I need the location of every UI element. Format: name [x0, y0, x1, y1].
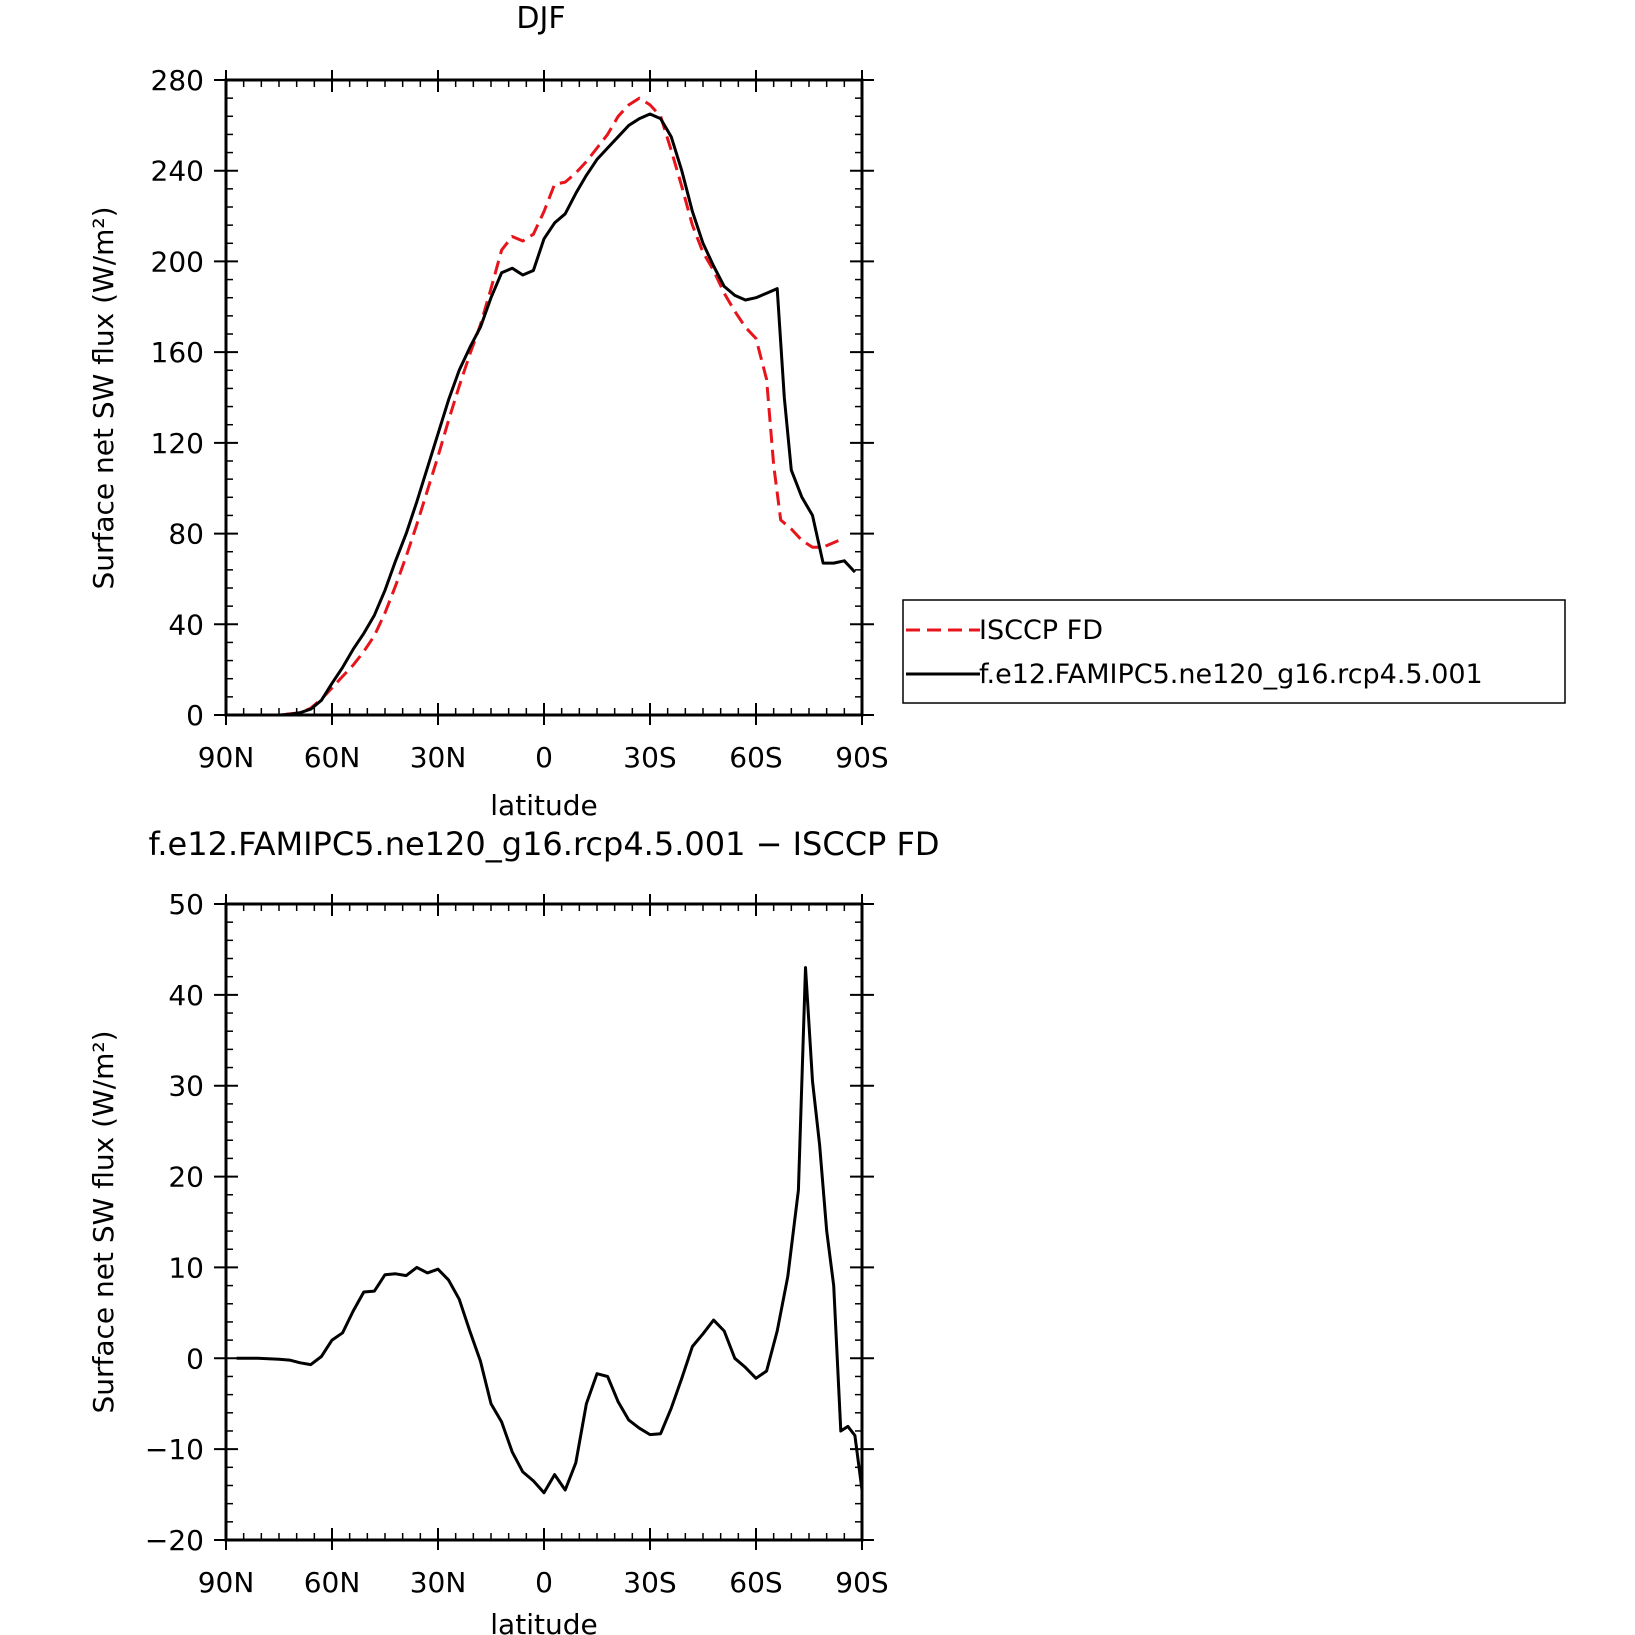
flux-x-axis-label: latitude: [490, 789, 597, 822]
flux-series-line-1: [264, 112, 856, 717]
flux-x-tick-label: 30N: [410, 741, 467, 774]
difference-x-axis-label: latitude: [490, 1608, 597, 1635]
flux-x-tick-label: 60S: [729, 741, 782, 774]
difference-x-tick-label: 30S: [623, 1566, 676, 1599]
difference-x-tick-label: 0: [535, 1566, 553, 1599]
flux-x-tick-label: 90N: [198, 741, 255, 774]
difference-x-tick-label: 60N: [304, 1566, 361, 1599]
flux-y-tick-label: 200: [151, 245, 204, 278]
difference-y-tick-label: 10: [168, 1251, 204, 1284]
flux-y-tick-label: 0: [186, 699, 204, 732]
flux-x-tick-label: 30S: [623, 741, 676, 774]
flux-y-tick-label: 120: [151, 427, 204, 460]
legend-box: [902, 599, 1566, 704]
legend: ISCCP FD f.e12.FAMIPC5.ne120_g16.rcp4.5.…: [902, 599, 1566, 704]
difference-y-tick-label: 0: [186, 1342, 204, 1375]
flux-y-axis-label: Surface net SW flux (W/m²): [87, 206, 120, 589]
legend-label-model: f.e12.FAMIPC5.ne120_g16.rcp4.5.001: [979, 659, 1483, 690]
difference-panel-title: f.e12.FAMIPC5.ne120_g16.rcp4.5.001 − ISC…: [148, 825, 939, 863]
flux-x-tick-label: 60N: [304, 741, 361, 774]
flux-x-tick-label: 90S: [835, 741, 888, 774]
difference-y-tick-label: 20: [168, 1161, 204, 1194]
difference-x-tick-label: 30N: [410, 1566, 467, 1599]
flux-y-tick-label: 280: [151, 64, 204, 97]
flux-x-tick-label: 0: [535, 741, 553, 774]
difference-x-tick-label: 60S: [729, 1566, 782, 1599]
flux-y-tick-label: 240: [151, 155, 204, 188]
difference-series-line-0: [236, 966, 864, 1495]
flux-panel-title: DJF: [516, 1, 565, 36]
flux-y-tick-label: 160: [151, 336, 204, 369]
flux-y-tick-label: 40: [168, 608, 204, 641]
flux-series-line-0: [264, 96, 845, 717]
difference-y-tick-label: 40: [168, 979, 204, 1012]
difference-y-tick-label: 30: [168, 1070, 204, 1103]
flux-y-tick-label: 80: [168, 518, 204, 551]
difference-panel: f.e12.FAMIPC5.ne120_g16.rcp4.5.001 − ISC…: [87, 825, 940, 1635]
difference-y-tick-label: −20: [145, 1524, 204, 1557]
difference-y-axis-label: Surface net SW flux (W/m²): [87, 1030, 120, 1413]
difference-y-tick-label: 50: [168, 888, 204, 921]
difference-y-tick-label: −10: [145, 1433, 204, 1466]
difference-x-tick-label: 90S: [835, 1566, 888, 1599]
flux-panel: DJF 90N 60N 30N 0 30S 60S 90S 0 40 80 120 160 200 240…: [87, 1, 1566, 822]
legend-label-isccp: ISCCP FD: [979, 615, 1103, 646]
difference-x-tick-label: 90N: [198, 1566, 255, 1599]
